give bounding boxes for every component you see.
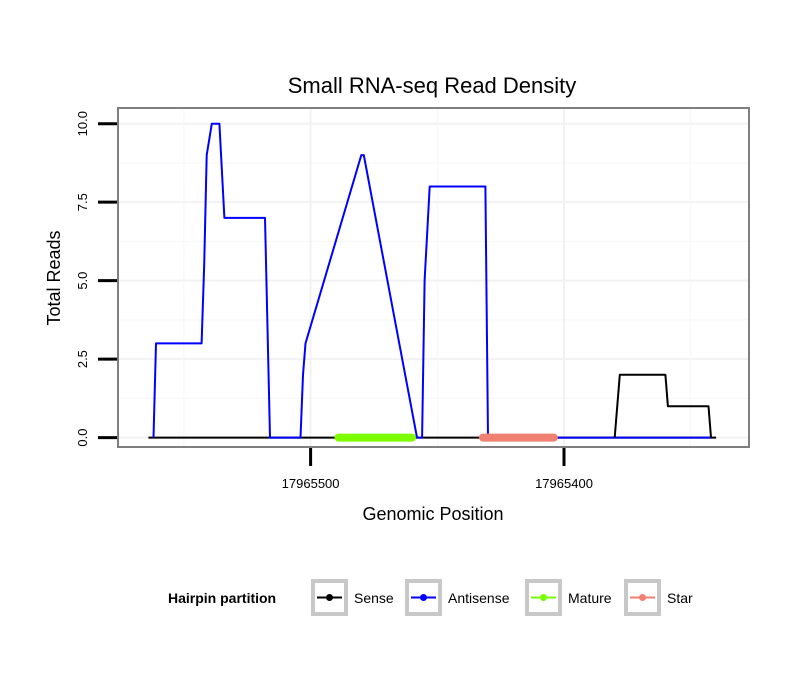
- series-layer: [148, 122, 717, 442]
- grid: [118, 108, 749, 447]
- y-axis-label: Total Reads: [44, 230, 64, 325]
- legend-item-star: Star: [624, 579, 693, 616]
- legend-dot-mature: [540, 594, 547, 601]
- legend-label-mature: Mature: [568, 590, 612, 606]
- y-tick-label: 5.0: [75, 272, 90, 290]
- series-sense-line: [613, 373, 712, 438]
- x-axis-label: Genomic Position: [362, 504, 503, 524]
- series-antisense-line: [152, 122, 711, 439]
- plot-panel: [118, 108, 749, 447]
- x-axis: 17965500 17965400: [282, 448, 593, 491]
- y-axis: 0.0 2.5 5.0 7.5 10.0: [75, 111, 117, 447]
- legend-item-sense: Sense: [311, 579, 394, 616]
- legend-dot-antisense: [420, 594, 427, 601]
- y-tick-label: 2.5: [75, 350, 90, 368]
- legend-item-mature: Mature: [525, 579, 612, 616]
- legend-dot-sense: [326, 594, 333, 601]
- y-tick-label: 10.0: [75, 111, 90, 136]
- legend-label-sense: Sense: [354, 590, 394, 606]
- plot-border: [117, 107, 750, 448]
- x-tick-label: 17965500: [282, 476, 340, 491]
- chart-title: Small RNA-seq Read Density: [288, 73, 577, 98]
- legend-dot-star: [639, 594, 646, 601]
- x-tick-label: 17965400: [535, 476, 593, 491]
- y-tick-label: 0.0: [75, 429, 90, 447]
- legend-label-antisense: Antisense: [448, 590, 510, 606]
- legend-item-antisense: Antisense: [405, 579, 510, 616]
- legend-title: Hairpin partition: [168, 590, 276, 606]
- legend-label-star: Star: [667, 590, 693, 606]
- legend: Hairpin partition Sense Antisense Mature…: [168, 579, 693, 616]
- y-tick-label: 7.5: [75, 193, 90, 211]
